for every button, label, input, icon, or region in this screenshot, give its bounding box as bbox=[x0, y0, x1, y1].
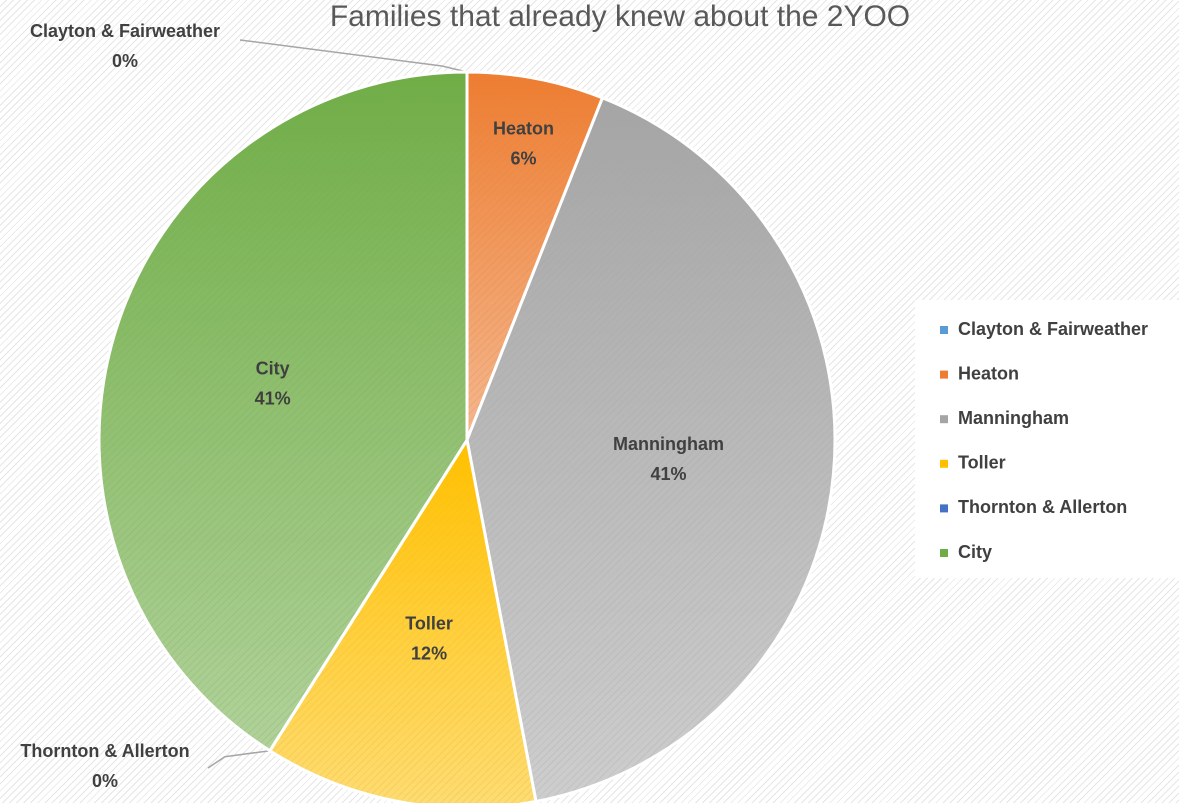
data-label-value: 0% bbox=[112, 51, 138, 71]
data-label-name: Toller bbox=[405, 614, 453, 634]
legend-swatch bbox=[940, 549, 948, 557]
data-label-name: Manningham bbox=[613, 434, 724, 454]
data-label-value: 12% bbox=[411, 644, 447, 664]
legend-swatch bbox=[940, 415, 948, 424]
legend-label: Manningham bbox=[958, 408, 1069, 428]
legend-label: Heaton bbox=[958, 363, 1019, 383]
legend-label: City bbox=[958, 542, 992, 562]
legend-swatch bbox=[940, 370, 948, 379]
data-label-value: 41% bbox=[255, 388, 291, 408]
pie-slice bbox=[97, 70, 469, 753]
legend-swatch bbox=[940, 459, 948, 468]
legend-label: Thornton & Allerton bbox=[958, 497, 1127, 517]
pie-slice bbox=[267, 435, 538, 803]
chart-title: Families that already knew about the 2YO… bbox=[330, 0, 910, 33]
data-label-value: 0% bbox=[92, 771, 118, 791]
data-label-name: Thornton & Allerton bbox=[20, 741, 189, 761]
data-label-value: 6% bbox=[511, 148, 537, 168]
pie-slice bbox=[465, 70, 605, 441]
data-label-name: Heaton bbox=[493, 118, 554, 138]
legend-label: Toller bbox=[958, 453, 1006, 473]
pie-slice bbox=[465, 95, 837, 803]
legend-label: Clayton & Fairweather bbox=[958, 319, 1148, 339]
legend-box bbox=[915, 300, 1179, 578]
legend-swatch bbox=[940, 326, 948, 334]
data-label-value: 41% bbox=[650, 464, 686, 484]
legend-swatch bbox=[940, 504, 948, 513]
data-label-name: City bbox=[256, 358, 290, 378]
data-label-name: Clayton & Fairweather bbox=[30, 21, 220, 41]
leader-line bbox=[239, 39, 468, 73]
leader-line bbox=[207, 749, 270, 769]
